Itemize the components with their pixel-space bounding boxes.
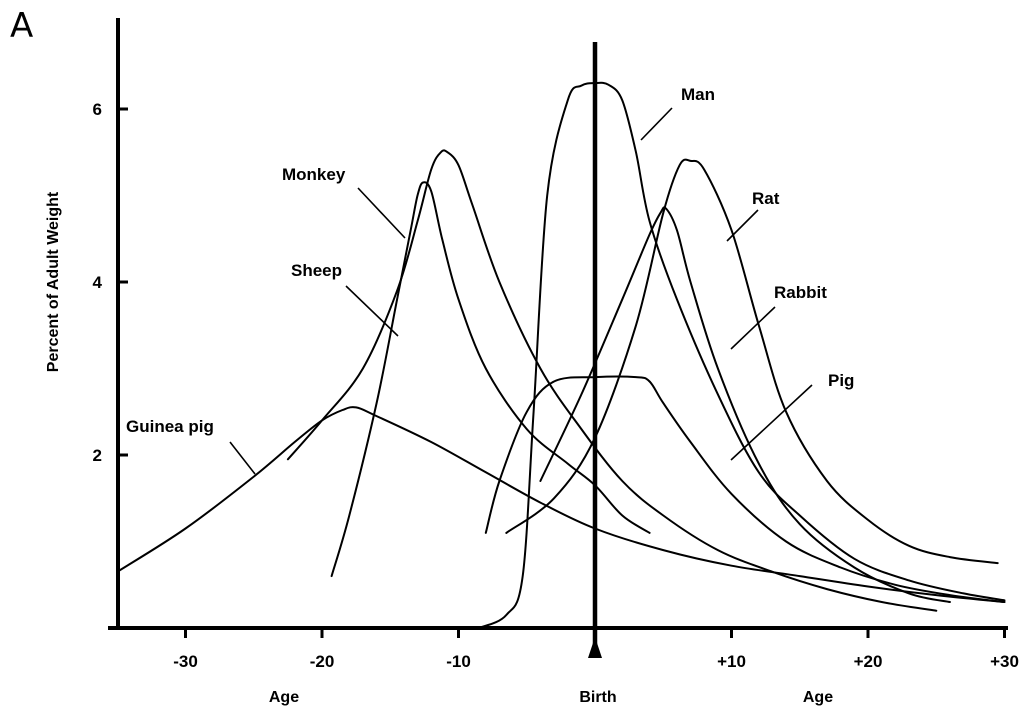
label-sheep: Sheep	[291, 261, 342, 280]
x-tick-label: +20	[854, 652, 883, 671]
leader-pig	[730, 384, 813, 461]
leader-lines	[229, 107, 813, 475]
y-axis-title: Percent of Adult Weight	[45, 191, 62, 372]
x-tick-label: -10	[446, 652, 471, 671]
y-tick-label: 4	[93, 273, 103, 292]
leader-man	[640, 107, 673, 141]
birth-arrow-icon	[588, 637, 602, 658]
leader-rat	[726, 209, 759, 242]
label-guinea-pig: Guinea pig	[126, 417, 214, 436]
label-pig: Pig	[828, 371, 854, 390]
label-rat: Rat	[752, 189, 780, 208]
series-line-monkey	[286, 149, 938, 612]
leader-guinea-pig	[229, 441, 256, 475]
x-tick-label: -20	[310, 652, 335, 671]
x-axis-label-birth: Birth	[579, 689, 616, 706]
x-tick-label: +30	[990, 652, 1019, 671]
series-line-sheep	[330, 181, 651, 578]
curves	[116, 81, 1006, 629]
y-tick-label: 6	[93, 100, 102, 119]
series-labels: Man Monkey Rat Sheep Rabbit Pig Guinea p…	[126, 85, 854, 436]
label-monkey: Monkey	[282, 165, 346, 184]
label-man: Man	[681, 85, 715, 104]
series-line-rabbit	[539, 206, 951, 603]
x-axis-label-right: Age	[803, 689, 833, 706]
series-line-rat	[505, 158, 999, 565]
series-line-man	[478, 81, 1006, 629]
leader-monkey	[357, 187, 406, 239]
panel-label: A	[10, 6, 33, 46]
label-rabbit: Rabbit	[774, 283, 827, 302]
x-ticks: -30 -20 -10 +10 +20 +30	[173, 628, 1019, 671]
x-axis-label-left: Age	[269, 689, 299, 706]
leader-sheep	[345, 285, 399, 337]
x-tick-label: -30	[173, 652, 198, 671]
leader-rabbit	[730, 306, 776, 350]
y-tick-label: 2	[93, 446, 102, 465]
y-ticks: 2 4 6	[93, 100, 128, 465]
series-line-guinea-pig	[116, 406, 1006, 603]
x-tick-label: +10	[717, 652, 746, 671]
